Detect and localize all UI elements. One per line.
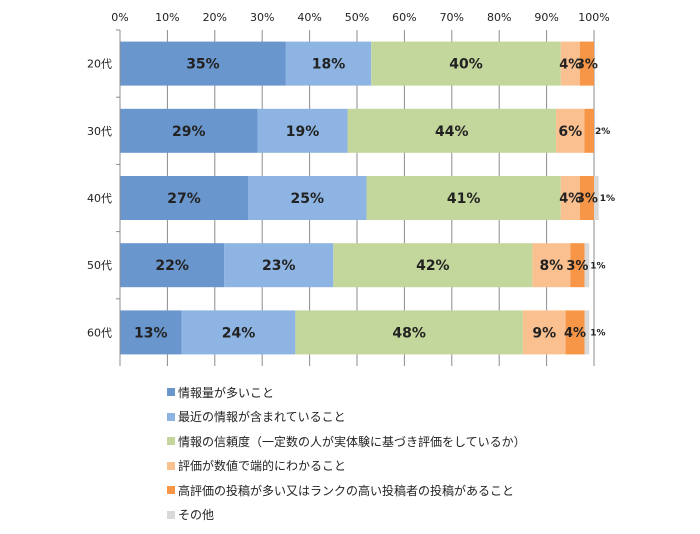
data-label: 4% — [564, 326, 586, 341]
data-label: 23% — [262, 258, 296, 274]
bar-segment — [120, 310, 182, 355]
bar-segment — [579, 176, 594, 220]
bar-segment — [120, 41, 286, 86]
bar-segment — [120, 176, 248, 220]
data-label: 3% — [576, 57, 598, 72]
legend-swatch — [167, 486, 175, 495]
data-label: 2% — [595, 127, 610, 137]
category-label: 40代 — [87, 192, 112, 205]
data-label: 25% — [290, 191, 324, 207]
data-label: 35% — [186, 57, 220, 73]
data-label: 4% — [559, 57, 581, 72]
x-tick-label: 80% — [487, 11, 511, 24]
x-tick-label: 30% — [250, 11, 274, 24]
bar-segment — [181, 310, 296, 355]
data-label: 27% — [167, 191, 201, 207]
bar-segment — [532, 243, 571, 288]
x-tick-label: 0% — [111, 11, 128, 24]
data-label: 44% — [435, 124, 469, 140]
legend-item: 高評価の投稿が多い又はランクの高い投稿者の投稿があること — [167, 478, 526, 503]
bar-segment — [579, 41, 594, 86]
x-tick-label: 40% — [297, 11, 321, 24]
data-label: 3% — [566, 259, 588, 274]
category-label: 50代 — [87, 259, 112, 272]
legend-label: その他 — [178, 508, 215, 523]
data-label: 6% — [558, 124, 582, 140]
data-label: 40% — [449, 57, 483, 73]
data-label: 18% — [312, 57, 346, 73]
data-label: 4% — [559, 192, 581, 207]
data-label: 3% — [576, 192, 598, 207]
bar-segment — [371, 41, 561, 86]
data-label: 13% — [134, 325, 168, 341]
category-label: 30代 — [87, 125, 112, 138]
legend-swatch — [167, 388, 175, 397]
category-label: 20代 — [87, 58, 112, 71]
legend-swatch — [167, 510, 175, 519]
bar-segment — [333, 243, 533, 288]
legend-item: その他 — [167, 503, 526, 528]
bar-segment — [584, 108, 594, 153]
bar-segment — [570, 243, 585, 288]
bar-segment — [560, 41, 580, 86]
x-tick-label: 100% — [578, 11, 609, 24]
data-label: 29% — [172, 124, 206, 140]
data-label: 1% — [600, 194, 615, 204]
legend-swatch — [167, 437, 175, 446]
bar-segment — [285, 41, 372, 86]
data-label: 19% — [286, 124, 320, 140]
bar-segment — [247, 176, 367, 220]
bar-segment — [120, 108, 258, 153]
legend-item: 最近の情報が含まれていること — [167, 405, 526, 430]
bar-segment — [224, 243, 334, 288]
x-tick-label: 20% — [203, 11, 227, 24]
legend-swatch — [167, 412, 175, 421]
legend-item: 情報量が多いこと — [167, 380, 526, 405]
x-tick-label: 90% — [534, 11, 558, 24]
data-label: 41% — [447, 191, 481, 207]
x-tick-label: 60% — [392, 11, 416, 24]
bar-segment — [584, 243, 590, 288]
bar-segment — [347, 108, 557, 153]
data-label: 48% — [392, 325, 426, 341]
legend-swatch — [167, 461, 175, 470]
legend-item: 評価が数値で端的にわかること — [167, 454, 526, 479]
data-label: 8% — [539, 258, 563, 274]
data-label: 1% — [590, 329, 605, 339]
legend-label: 情報の信頼度（一定数の人が実体験に基づき評価をしているか） — [178, 434, 526, 449]
bar-segment — [366, 176, 561, 220]
legend: 情報量が多いこと最近の情報が含まれていること情報の信頼度（一定数の人が実体験に基… — [167, 380, 526, 527]
legend-item: 情報の信頼度（一定数の人が実体験に基づき評価をしているか） — [167, 429, 526, 454]
bar-segment — [565, 310, 585, 355]
bar-segment — [560, 176, 580, 220]
bar-segment — [295, 310, 523, 355]
legend-label: 評価が数値で端的にわかること — [178, 459, 347, 474]
data-label: 24% — [222, 325, 256, 341]
data-label: 22% — [155, 258, 189, 274]
legend-label: 最近の情報が含まれていること — [178, 410, 346, 425]
x-tick-label: 50% — [345, 11, 369, 24]
category-label: 60代 — [87, 326, 112, 339]
bar-segment — [522, 310, 566, 355]
data-label: 9% — [532, 325, 556, 341]
data-label: 1% — [590, 261, 605, 271]
legend-label: 高評価の投稿が多い又はランクの高い投稿者の投稿があること — [178, 483, 515, 498]
bar-segment — [257, 108, 348, 153]
x-tick-label: 70% — [440, 11, 464, 24]
bar-segment — [594, 176, 599, 220]
x-tick-label: 10% — [155, 11, 179, 24]
bar-segment — [120, 243, 225, 288]
data-label: 42% — [416, 258, 450, 274]
legend-label: 情報量が多いこと — [178, 385, 275, 400]
bar-segment — [584, 310, 590, 355]
bar-segment — [556, 108, 585, 153]
